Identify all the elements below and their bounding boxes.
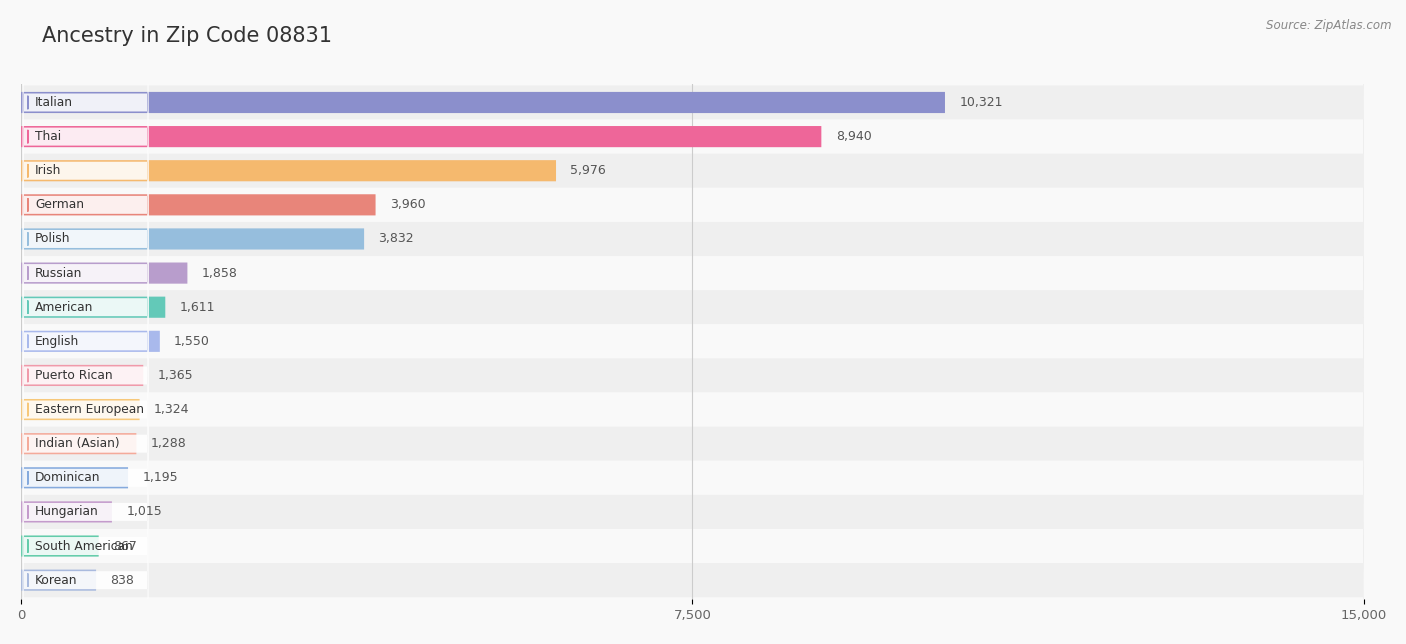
FancyBboxPatch shape [21,92,945,113]
FancyBboxPatch shape [21,263,187,283]
FancyBboxPatch shape [22,0,148,435]
FancyBboxPatch shape [22,146,148,644]
FancyBboxPatch shape [21,569,96,591]
FancyBboxPatch shape [22,0,148,503]
FancyBboxPatch shape [21,365,143,386]
FancyBboxPatch shape [21,222,1364,644]
FancyBboxPatch shape [21,0,1364,358]
FancyBboxPatch shape [21,325,1364,644]
FancyBboxPatch shape [21,501,112,522]
Text: Puerto Rican: Puerto Rican [35,369,112,382]
Text: 1,858: 1,858 [201,267,238,279]
FancyBboxPatch shape [21,0,1364,495]
Text: Eastern European: Eastern European [35,403,143,416]
FancyBboxPatch shape [22,0,148,571]
Text: 3,960: 3,960 [389,198,426,211]
FancyBboxPatch shape [22,0,148,639]
Text: Korean: Korean [35,574,77,587]
FancyBboxPatch shape [21,188,1364,644]
Text: 1,288: 1,288 [150,437,187,450]
Text: 1,324: 1,324 [153,403,190,416]
FancyBboxPatch shape [22,0,148,469]
Text: Italian: Italian [35,96,73,109]
Text: 867: 867 [112,540,136,553]
Text: Irish: Irish [35,164,62,177]
Text: 1,015: 1,015 [127,506,162,518]
Text: Thai: Thai [35,130,60,143]
FancyBboxPatch shape [22,0,148,537]
Text: 1,195: 1,195 [142,471,179,484]
Text: 1,550: 1,550 [174,335,209,348]
FancyBboxPatch shape [21,52,1364,563]
FancyBboxPatch shape [21,290,1364,644]
FancyBboxPatch shape [21,160,555,182]
FancyBboxPatch shape [21,126,821,147]
Text: Indian (Asian): Indian (Asian) [35,437,120,450]
FancyBboxPatch shape [22,111,148,644]
FancyBboxPatch shape [21,120,1364,631]
FancyBboxPatch shape [21,154,1364,644]
FancyBboxPatch shape [22,77,148,644]
FancyBboxPatch shape [22,9,148,644]
Text: 1,611: 1,611 [180,301,215,314]
Text: Dominican: Dominican [35,471,100,484]
FancyBboxPatch shape [21,194,375,216]
FancyBboxPatch shape [21,86,1364,597]
FancyBboxPatch shape [21,229,364,249]
FancyBboxPatch shape [21,256,1364,644]
Text: American: American [35,301,93,314]
FancyBboxPatch shape [21,297,166,317]
Text: 1,365: 1,365 [157,369,193,382]
FancyBboxPatch shape [21,17,1364,529]
Text: German: German [35,198,84,211]
Text: 8,940: 8,940 [835,130,872,143]
Text: Hungarian: Hungarian [35,506,98,518]
FancyBboxPatch shape [22,180,148,644]
FancyBboxPatch shape [22,0,148,605]
FancyBboxPatch shape [22,248,148,644]
FancyBboxPatch shape [22,43,148,644]
FancyBboxPatch shape [22,214,148,644]
FancyBboxPatch shape [21,0,1364,460]
FancyBboxPatch shape [21,433,136,454]
Text: 10,321: 10,321 [959,96,1002,109]
Text: 3,832: 3,832 [378,232,413,245]
Text: Ancestry in Zip Code 08831: Ancestry in Zip Code 08831 [42,26,332,46]
FancyBboxPatch shape [21,331,160,352]
Text: 838: 838 [111,574,135,587]
FancyBboxPatch shape [21,535,98,556]
FancyBboxPatch shape [21,0,1364,426]
FancyBboxPatch shape [21,0,1364,392]
FancyBboxPatch shape [21,467,128,488]
Text: English: English [35,335,79,348]
Text: Polish: Polish [35,232,70,245]
Text: Source: ZipAtlas.com: Source: ZipAtlas.com [1267,19,1392,32]
Text: South American: South American [35,540,132,553]
Text: Russian: Russian [35,267,83,279]
Text: 5,976: 5,976 [571,164,606,177]
FancyBboxPatch shape [21,399,139,420]
